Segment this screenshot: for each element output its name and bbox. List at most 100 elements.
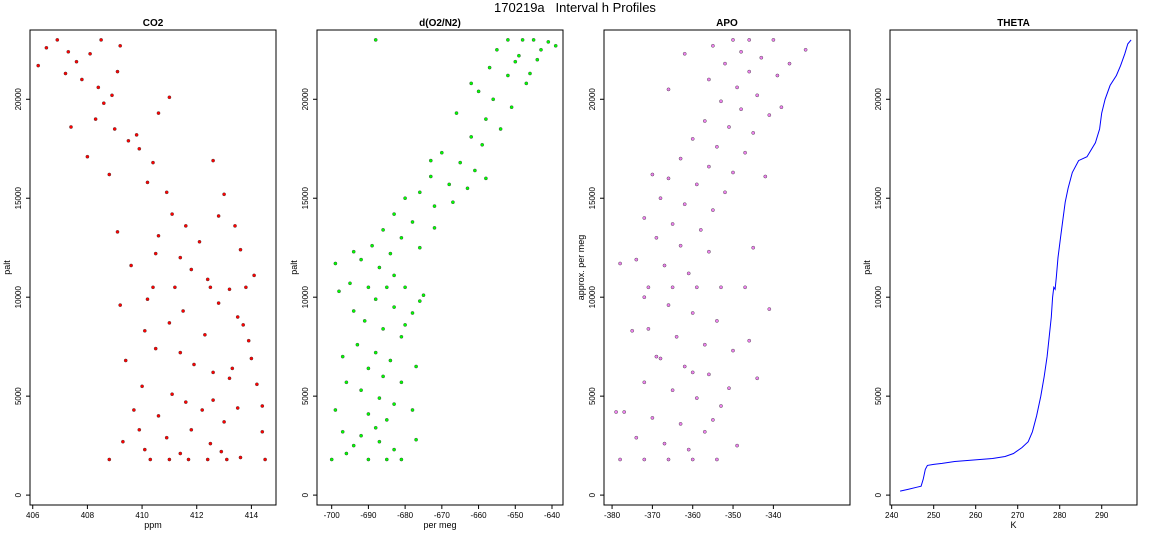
data-point (377, 439, 382, 444)
data-point (205, 457, 210, 462)
profile-line (899, 39, 1132, 492)
data-point (642, 295, 647, 300)
data-point (458, 160, 463, 165)
data-point (498, 127, 503, 131)
data-point (715, 319, 719, 323)
data-point (137, 427, 142, 432)
data-point (715, 144, 719, 149)
data-point (55, 38, 60, 42)
data-point (658, 196, 663, 200)
data-point (183, 400, 188, 404)
data-point (403, 323, 407, 327)
data-point (362, 319, 367, 323)
y-tick-label: 0 (874, 492, 883, 497)
x-tick-label: -380 (604, 511, 621, 520)
data-point (392, 305, 396, 309)
data-point (703, 342, 707, 347)
data-point (366, 285, 371, 290)
y-tick-label: 20000 (14, 88, 23, 111)
data-point (333, 408, 338, 412)
data-point (216, 301, 221, 305)
data-point (115, 69, 120, 74)
data-point (703, 429, 707, 434)
data-point (351, 249, 356, 254)
data-point (241, 323, 245, 327)
data-point (650, 416, 655, 420)
data-point (642, 457, 647, 462)
data-point (129, 263, 133, 268)
data-point (186, 457, 191, 462)
data-point (535, 57, 540, 62)
data-point (381, 228, 385, 232)
data-point (723, 61, 727, 66)
data-point (484, 176, 488, 181)
data-point (513, 59, 518, 64)
data-point (735, 443, 739, 448)
data-point (699, 228, 703, 232)
plot-frame (603, 29, 851, 506)
data-point (678, 156, 683, 161)
data-point (170, 212, 174, 216)
data-point (178, 451, 183, 456)
data-point (227, 376, 232, 381)
data-point (666, 87, 671, 92)
data-point (731, 170, 735, 175)
data-point (642, 380, 647, 385)
data-point (392, 447, 396, 452)
data-point (727, 386, 731, 391)
data-point (384, 418, 389, 422)
plot-frame (29, 29, 277, 506)
data-point (666, 457, 671, 462)
data-point (121, 439, 125, 444)
x-tick-label: -690 (360, 511, 377, 520)
data-point (366, 366, 371, 371)
data-point (517, 53, 521, 58)
data-point (767, 113, 772, 117)
data-point (630, 328, 635, 333)
data-point (366, 412, 371, 416)
data-point (682, 202, 687, 206)
plot-frame (316, 29, 564, 506)
data-point (650, 172, 655, 177)
data-point (767, 307, 772, 311)
data-point (747, 38, 752, 42)
data-point (707, 372, 711, 377)
data-point (69, 125, 73, 129)
data-point (74, 59, 79, 64)
data-point (233, 224, 237, 228)
data-point (747, 338, 752, 343)
y-tick-label: 0 (301, 492, 310, 497)
data-point (222, 420, 226, 424)
x-axis-label: per meg (423, 520, 456, 530)
data-point (211, 158, 215, 163)
data-point (140, 384, 144, 389)
data-point (747, 69, 752, 74)
co2-panel: CO2 406 408 410 412 414 0 5000 10000 15000 20000 pp… (2, 18, 277, 530)
data-point (156, 233, 161, 238)
data-point (670, 222, 675, 226)
x-tick-label: -360 (685, 511, 702, 520)
apo-panel: APO -380 -370 -360 -350 -340 0 5000 10000 15000 20… (576, 18, 851, 520)
data-point (662, 441, 667, 446)
data-point (137, 146, 142, 151)
data-point (410, 311, 415, 315)
data-point (93, 117, 98, 121)
data-point (205, 277, 210, 282)
data-point (197, 239, 202, 244)
data-point (112, 127, 117, 131)
x-tick-label: 240 (885, 511, 899, 520)
data-point (238, 247, 243, 252)
data-point (432, 204, 437, 208)
y-tick-label: 5000 (874, 387, 883, 405)
data-point (469, 81, 474, 86)
data-point (678, 422, 683, 426)
x-tick-label: -700 (324, 511, 341, 520)
panel-title: CO2 (143, 18, 164, 29)
data-point (658, 356, 663, 361)
data-point (216, 214, 221, 218)
theta-panel: THETA 240 250 260 270 280 290 0 5000 10000 15000 20… (862, 18, 1138, 530)
data-point (674, 334, 679, 339)
x-axis-label: K (1010, 520, 1016, 530)
y-axis-label: approx. per meg (576, 235, 586, 301)
y-tick-label: 10000 (14, 286, 23, 309)
